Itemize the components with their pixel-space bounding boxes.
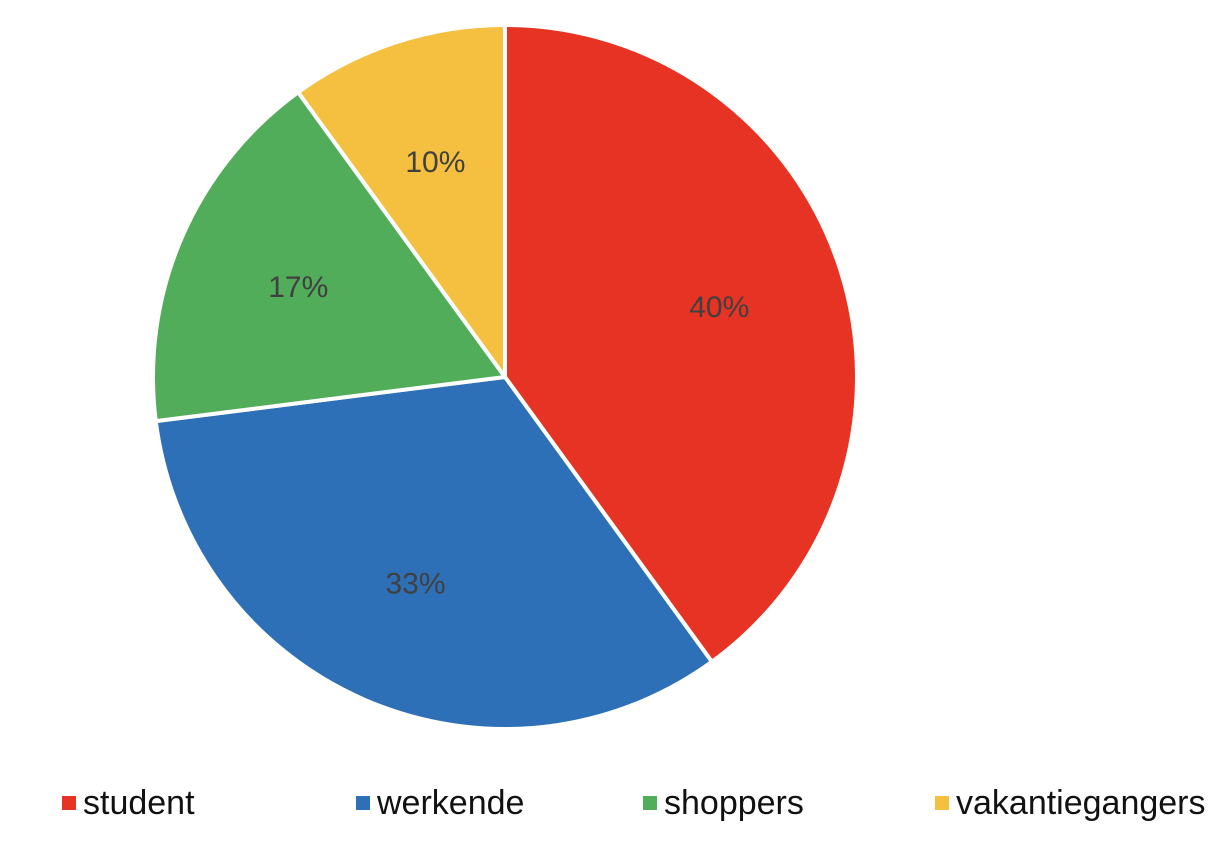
legend-swatch-vakantiegangers <box>935 796 949 810</box>
legend-swatch-werkende <box>356 796 370 810</box>
pie-plot-area: 40% 33% 17% 10% <box>151 23 859 731</box>
chart-legend: student werkende shoppers vakantieganger… <box>0 778 1232 828</box>
legend-label-shoppers: shoppers <box>664 784 804 822</box>
legend-item-shoppers: shoppers <box>643 778 804 828</box>
legend-label-student: student <box>83 784 195 822</box>
data-label-werkende: 33% <box>386 567 446 600</box>
pie-slice-werkende <box>153 375 714 731</box>
pie-slices <box>151 23 859 731</box>
legend-label-werkende: werkende <box>377 784 525 822</box>
data-label-shoppers: 17% <box>268 271 328 304</box>
legend-swatch-student <box>62 796 76 810</box>
legend-item-werkende: werkende <box>356 778 524 828</box>
legend-item-student: student <box>62 778 195 828</box>
data-label-student: 40% <box>689 291 749 324</box>
legend-label-vakantiegangers: vakantiegangers <box>956 784 1206 822</box>
pie-data-labels: 40% 33% 17% 10% <box>268 146 749 600</box>
legend-item-vakantiegangers: vakantiegangers <box>935 778 1206 828</box>
pie-slice-shoppers <box>151 90 507 424</box>
pie-slice-vakantiegangers <box>296 23 507 379</box>
pie-slice-student <box>503 23 859 664</box>
data-label-vakantiegangers: 10% <box>405 146 465 179</box>
legend-swatch-shoppers <box>643 796 657 810</box>
